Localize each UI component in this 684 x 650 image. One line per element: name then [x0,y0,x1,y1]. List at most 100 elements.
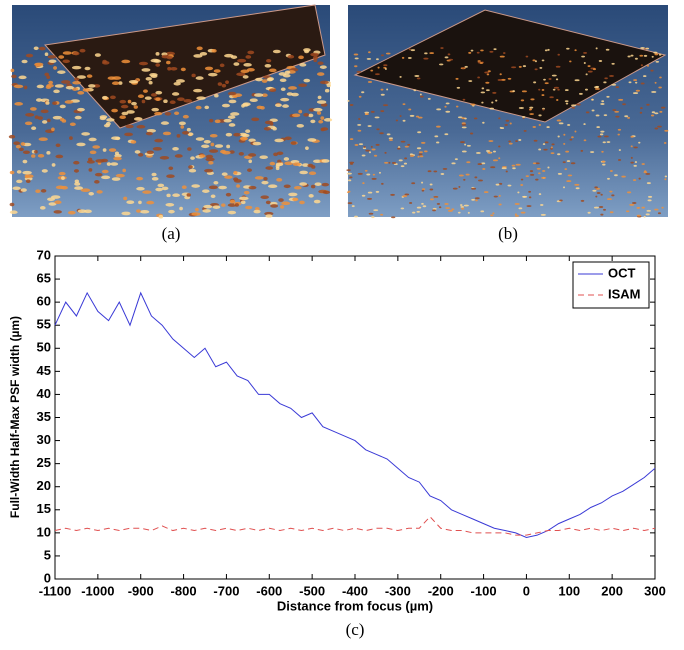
speckle [284,136,292,141]
speckle [547,166,550,169]
speckle [44,52,49,56]
speckle [630,145,633,148]
speckle [141,68,151,72]
speckle [517,191,520,194]
speckle [481,101,484,104]
data-line [54,291,656,538]
speckle [551,143,555,146]
y-tick-label: 60 [37,294,51,309]
speckle [515,140,518,143]
speckle [165,51,175,56]
speckle [447,209,453,212]
speckle [76,75,86,79]
speckle [566,47,570,50]
speckle [565,150,570,153]
speckle [539,66,543,69]
speckle [404,193,410,196]
speckle [41,169,48,173]
speckle [460,141,465,144]
speckle [361,194,366,197]
speckle [240,137,247,141]
speckle [161,54,170,59]
speckle [59,104,66,109]
speckle [51,163,56,167]
speckle [124,132,134,137]
speckle [398,159,403,162]
speckle [557,172,562,175]
speckle [444,133,449,136]
speckle [402,103,406,106]
speckle [60,185,68,190]
speckle [106,162,111,166]
speckle [22,150,30,155]
speckle [288,86,297,90]
speckle [139,209,150,214]
speckle [92,145,101,149]
speckle [538,148,542,151]
speckle [553,86,559,89]
speckle [81,132,91,136]
speckle [38,137,48,142]
speckle [571,106,576,109]
speckle [243,63,252,67]
speckle [416,77,421,80]
speckle [373,209,379,212]
speckle [107,76,116,80]
speckle [375,73,380,76]
speckle [463,204,469,207]
speckle [368,51,371,54]
speckle [236,184,241,188]
speckle [202,189,210,193]
speckle [155,52,160,56]
speckle [639,54,644,57]
speckle [526,205,532,207]
speckle [110,162,119,166]
speckle [533,81,537,84]
speckle [471,187,477,190]
speckle [161,186,169,191]
legend-label: OCT [608,265,636,280]
speckle [549,96,554,99]
speckle [313,58,318,63]
speckle [276,151,284,156]
speckle [266,58,272,63]
speckle [418,116,423,119]
speckle [655,60,660,63]
speckle [317,95,322,100]
speckle [317,61,324,66]
speckle [121,111,129,116]
speckle [493,195,498,198]
speckle [323,118,333,122]
speckle [349,161,355,164]
speckle [544,141,549,144]
speckle [557,153,561,156]
speckle [432,207,437,210]
speckle [512,90,516,93]
y-tick-label: 25 [37,455,51,470]
speckle [615,115,620,118]
speckle [288,192,298,197]
speckle [368,212,374,215]
speckle [212,205,221,209]
speckle [429,183,433,186]
speckle [542,108,545,111]
speckle [16,170,22,174]
speckle [35,189,41,193]
speckle [233,170,238,175]
speckle [595,87,600,90]
speckle [591,98,594,101]
speckle [485,81,490,84]
speckle [409,202,413,204]
speckle [15,144,21,149]
speckle [488,140,494,143]
speckle [567,123,571,126]
speckle [486,150,490,152]
speckle [467,211,470,214]
speckle [651,111,656,114]
speckle [640,107,643,110]
speckle [498,117,501,120]
speckle [254,176,264,180]
speckle [499,182,503,185]
speckle [386,133,391,136]
speckle [386,88,389,91]
